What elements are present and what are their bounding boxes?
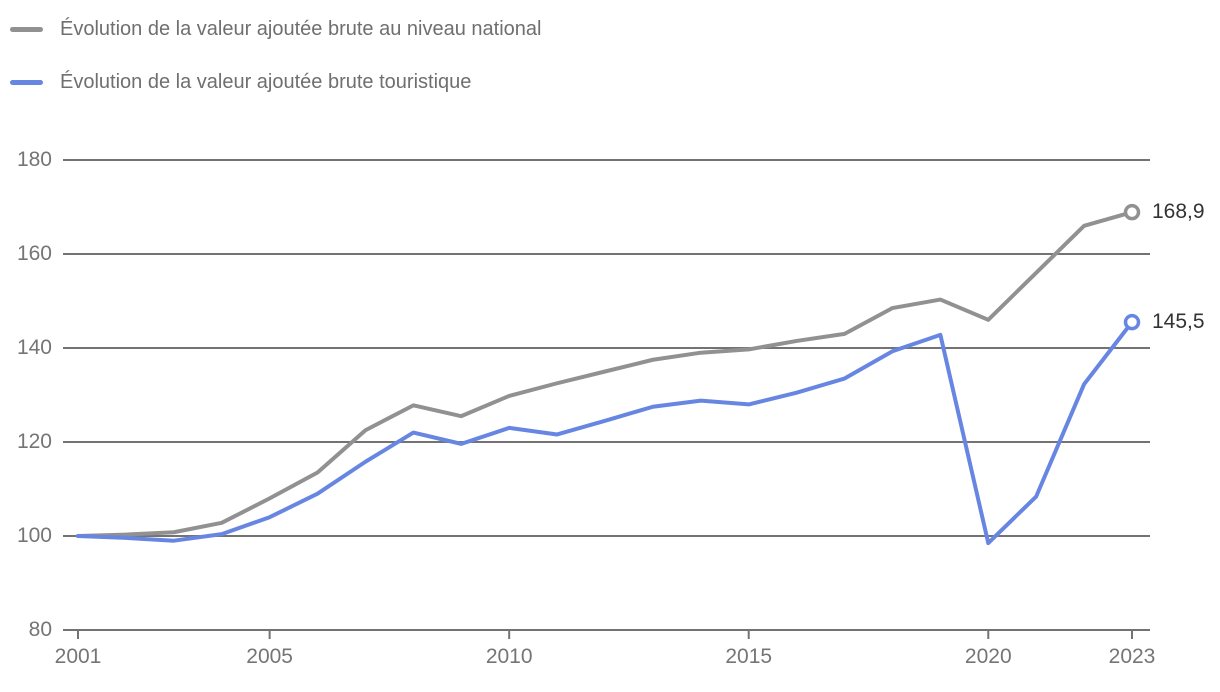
series-line-national bbox=[76, 210, 1134, 538]
y-axis-label-80: 80 bbox=[28, 618, 52, 641]
legend-swatch-touristique-icon bbox=[10, 79, 43, 85]
series-line-touristique bbox=[76, 320, 1134, 546]
x-axis-label-2023: 2023 bbox=[1108, 645, 1156, 668]
x-axis-label-2015: 2015 bbox=[725, 645, 773, 668]
end-marker-touristique-icon bbox=[1123, 313, 1141, 331]
y-axis-label-120: 120 bbox=[16, 430, 52, 453]
end-marker-national-icon bbox=[1123, 203, 1141, 221]
legend-item-touristique: Évolution de la valeur ajoutée brute tou… bbox=[10, 69, 471, 95]
end-value-label-touristique: 145,5 bbox=[1152, 310, 1205, 334]
y-axis-label-180: 180 bbox=[16, 148, 52, 171]
legend-label-touristique: Évolution de la valeur ajoutée brute tou… bbox=[60, 71, 472, 93]
x-axis-label-2001: 2001 bbox=[54, 645, 102, 668]
x-axis-label-2010: 2010 bbox=[485, 645, 533, 668]
legend-swatch-national-icon bbox=[10, 26, 43, 32]
x-axis-label-2020: 2020 bbox=[964, 645, 1012, 668]
legend-item-national: Évolution de la valeur ajoutée brute au … bbox=[10, 16, 541, 42]
end-value-label-national: 168,9 bbox=[1152, 200, 1205, 224]
y-axis-label-100: 100 bbox=[16, 524, 52, 547]
x-axis-label-2005: 2005 bbox=[246, 645, 293, 668]
legend-label-national: Évolution de la valeur ajoutée brute au … bbox=[60, 18, 542, 40]
y-axis-label-140: 140 bbox=[16, 336, 52, 359]
y-axis-label-160: 160 bbox=[16, 242, 52, 265]
